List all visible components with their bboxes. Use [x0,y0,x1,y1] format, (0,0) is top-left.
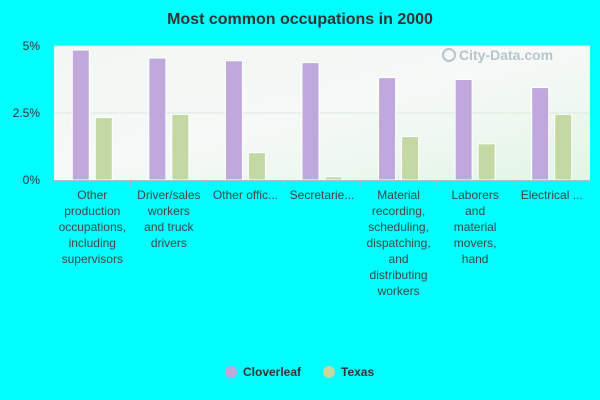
bar-cloverleaf-3 [301,62,320,181]
bar-texas-6 [554,113,573,181]
legend-label-texas: Texas [341,365,374,379]
legend-label-cloverleaf: Cloverleaf [243,365,302,379]
bar-texas-1 [171,113,190,181]
bar-texas-3 [324,176,343,181]
legend: Cloverleaf Texas [225,365,374,379]
bars [71,49,573,181]
bar-cloverleaf-4 [378,77,397,181]
bar-cloverleaf-0 [71,49,90,181]
legend-swatch-cloverleaf [225,366,237,378]
bar-cloverleaf-6 [531,87,550,181]
chart-title: Most common occupations in 2000 [167,11,433,28]
y-tick-label: 5% [23,39,41,53]
watermark-icon [442,48,456,62]
grid-lines [54,45,590,114]
bar-cloverleaf-2 [224,60,243,181]
bar-texas-0 [94,117,113,181]
x-tick-label: Other production occupations, including supe… [59,188,126,266]
y-axis: 0% 2.5% 5% [13,39,41,187]
legend-swatch-texas [323,366,335,378]
y-tick-label: 2.5% [13,106,41,120]
watermark: City-Data.com [442,47,553,63]
watermark-text: City-Data.com [459,47,553,63]
x-tick-label: Driver/sales workers and truck drivers [137,188,200,250]
x-tick-label: Secretarie... [290,188,355,202]
x-tick-label: Other offic... [213,188,278,202]
bar-texas-5 [477,143,496,181]
x-tick-label: Material recording, scheduling, dispatching… [367,188,431,298]
x-axis: Other production occupations, including supe… [54,180,590,298]
x-tick-label: Laborers and material movers, hand [451,188,498,266]
bar-texas-2 [247,152,266,181]
bar-texas-4 [401,136,420,181]
bar-cloverleaf-1 [148,57,167,181]
x-tick-label: Electrical ... [521,188,583,202]
y-tick-label: 0% [23,173,41,187]
bar-cloverleaf-5 [454,79,473,181]
